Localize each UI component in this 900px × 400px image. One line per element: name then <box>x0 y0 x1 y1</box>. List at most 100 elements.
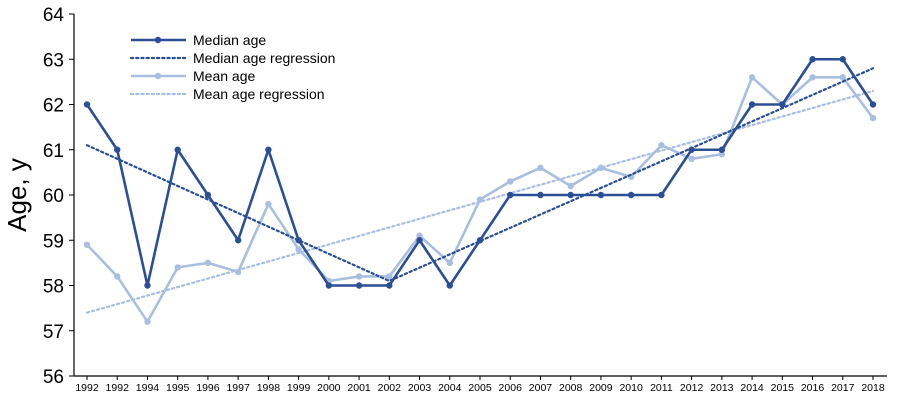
mean-age-point <box>658 142 665 149</box>
median-age-point <box>869 101 877 108</box>
x-tick-label: 2014 <box>740 382 764 394</box>
x-tick-label: 2016 <box>801 382 825 394</box>
mean-age-point <box>83 241 91 248</box>
median-age-point <box>325 282 333 289</box>
median-age-point <box>234 237 242 244</box>
legend-label-mean-age: Mean age <box>193 68 255 84</box>
median-age-point <box>809 56 816 63</box>
x-tick-label: 2001 <box>347 382 371 394</box>
median-age-point <box>779 101 786 108</box>
median-age-point <box>174 146 181 153</box>
mean-age-point <box>688 155 695 162</box>
x-tick-label: 2006 <box>499 382 523 394</box>
x-tick-label: 1999 <box>287 382 311 394</box>
mean-age-point <box>144 318 151 325</box>
mean-age-point <box>718 151 726 158</box>
series-layer <box>83 56 877 325</box>
x-tick-label: 2009 <box>589 382 613 394</box>
y-tick-label: 63 <box>43 50 64 71</box>
median-age-point <box>507 191 514 199</box>
x-tick-label: 1992 <box>75 382 99 394</box>
median-age-regression-line <box>85 67 875 283</box>
x-tick-label: 1998 <box>257 382 281 394</box>
mean-age-point <box>869 114 877 122</box>
median-age-point <box>265 146 272 153</box>
mean-age-point <box>355 273 363 280</box>
mean-age-point <box>537 164 544 172</box>
median-age-point <box>567 191 574 199</box>
legend-label-median-age-regression: Median age regression <box>193 50 335 66</box>
mean-age-point <box>809 74 816 81</box>
mean-age-point <box>204 259 212 267</box>
tick-labels: 56 57 58 59 60 61 62 63 64 1992 1992 1994 1995 1996 19… <box>43 5 885 394</box>
x-tick-label: 2005 <box>468 382 492 394</box>
mean-age-point <box>114 273 121 280</box>
y-tick-label: 62 <box>43 96 64 117</box>
mean-age-point <box>234 268 242 276</box>
median-age-point <box>627 191 635 199</box>
median-age-point <box>386 282 393 289</box>
median-age-point <box>688 146 695 153</box>
x-tick-label: 2008 <box>559 382 583 394</box>
x-tick-label: 2013 <box>710 382 734 394</box>
legend: Median age Median age regression Mean age M… <box>129 32 335 102</box>
y-tick-label: 60 <box>43 186 64 207</box>
y-axis-label: Age, y <box>2 158 32 232</box>
median-age-point <box>476 237 484 244</box>
median-age-point <box>597 191 605 199</box>
mean-age-point <box>265 200 272 208</box>
mean-age-point <box>507 178 514 185</box>
median-age-point <box>144 282 151 289</box>
x-tick-label: 1996 <box>196 382 220 394</box>
x-tick-label: 2018 <box>861 382 885 394</box>
median-age-point <box>416 237 423 244</box>
mean-age-point <box>174 264 181 271</box>
x-tick-label: 1997 <box>226 382 250 394</box>
legend-marker-mean-age <box>154 72 162 80</box>
x-tick-label: 2002 <box>378 382 402 394</box>
legend-marker-median-age <box>154 36 162 44</box>
x-tick-label: 2010 <box>619 382 643 394</box>
mean-age-point <box>597 164 605 172</box>
median-age-point <box>839 56 846 63</box>
x-tick-label: 2004 <box>438 382 462 394</box>
x-tick-label: 1994 <box>136 382 160 394</box>
median-age-point <box>204 191 212 199</box>
mean-age-point <box>386 273 393 280</box>
x-tick-label: 2003 <box>408 382 432 394</box>
x-tick-label: 2012 <box>680 382 704 394</box>
mean-age-point <box>446 259 453 267</box>
axes <box>69 13 887 380</box>
x-tick-label: 1992 <box>106 382 130 394</box>
y-tick-label: 61 <box>43 141 64 162</box>
y-tick-label: 58 <box>43 277 64 298</box>
median-age-point <box>355 282 363 289</box>
y-tick-label: 57 <box>43 322 64 343</box>
x-tick-label: 2000 <box>317 382 341 394</box>
mean-age-point <box>416 232 423 239</box>
mean-age-point <box>567 182 574 190</box>
median-age-point <box>658 191 665 199</box>
y-tick-label: 64 <box>43 5 65 26</box>
median-age-point <box>446 282 453 289</box>
x-tick-label: 2007 <box>529 382 553 394</box>
median-age-point <box>537 191 544 199</box>
mean-age-point <box>839 74 846 81</box>
median-age-point <box>718 146 726 153</box>
y-tick-label: 59 <box>43 231 64 252</box>
median-age-point <box>114 146 121 153</box>
mean-age-point <box>476 196 484 203</box>
x-tick-label: 2015 <box>771 382 795 394</box>
mean-age-point <box>748 74 756 81</box>
legend-label-mean-age-regression: Mean age regression <box>193 86 325 102</box>
median-age-point <box>295 237 302 244</box>
median-age-point <box>748 101 756 108</box>
legend-label-median-age: Median age <box>193 32 266 48</box>
mean-age-point <box>295 246 302 253</box>
y-tick-label: 56 <box>43 367 64 388</box>
median-age-point <box>83 101 91 108</box>
x-tick-label: 2017 <box>831 382 855 394</box>
x-tick-label: 2011 <box>650 382 673 394</box>
x-tick-label: 1995 <box>166 382 190 394</box>
